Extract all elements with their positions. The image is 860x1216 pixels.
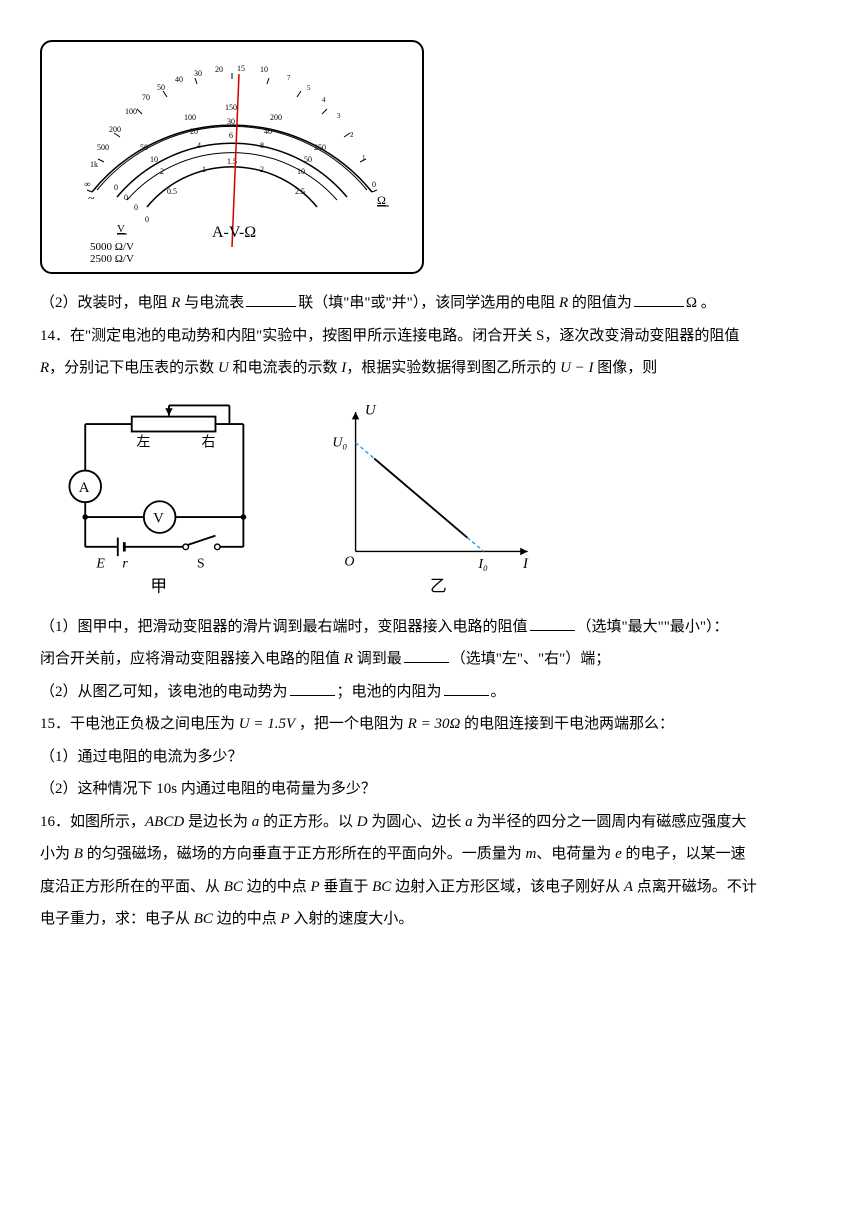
blank-emf (290, 680, 335, 696)
q14-intro: 14．在"测定电池的电动势和内阻"实验中，按图甲所示连接电路。闭合开关 S，逐次… (40, 322, 820, 351)
svg-text:40: 40 (175, 75, 183, 84)
svg-text:100: 100 (184, 113, 196, 122)
svg-text:250: 250 (314, 143, 326, 152)
q16-line2: 小为 B 的匀强磁场，磁场的方向垂直于正方形所在的平面向外。一质量为 m、电荷量… (40, 840, 820, 869)
q14-part2: （2）从图乙可知，该电池的电动势为；电池的内阻为。 (40, 678, 820, 707)
svg-text:8: 8 (260, 141, 264, 150)
svg-text:甲: 甲 (150, 576, 167, 595)
svg-text:∞: ∞ (84, 179, 90, 189)
svg-text:5000 Ω/V: 5000 Ω/V (90, 241, 134, 253)
q15-intro: 15．干电池正负极之间电压为 U = 1.5V ，把一个电阻为 R = 30Ω … (40, 710, 820, 739)
svg-text:5: 5 (307, 84, 311, 92)
svg-text:r: r (122, 556, 128, 571)
q14-part1: （1）图甲中，把滑动变阻器的滑片调到最右端时，变阻器接入电路的阻值（选填"最大"… (40, 613, 820, 642)
svg-text:1: 1 (202, 165, 206, 174)
svg-text:500: 500 (97, 143, 109, 152)
svg-text:7: 7 (287, 74, 291, 82)
svg-text:A: A (79, 479, 90, 495)
svg-text:I₀: I₀ (477, 557, 488, 572)
q14-intro-line2: R，分别记下电压表的示数 U 和电流表的示数 I，根据实验数据得到图乙所示的 U… (40, 354, 820, 383)
svg-text:15: 15 (237, 64, 245, 73)
multimeter-diagram: ∞ 1k 500 200 100 70 50 40 30 20 15 10 7 … (40, 40, 424, 274)
svg-text:3: 3 (337, 112, 341, 120)
svg-text:200: 200 (270, 113, 282, 122)
blank-max-min (530, 615, 575, 631)
svg-text:10: 10 (150, 155, 158, 164)
svg-text:4: 4 (322, 96, 326, 104)
svg-text:0: 0 (134, 203, 138, 212)
svg-text:6: 6 (229, 131, 233, 140)
svg-text:U₀: U₀ (332, 435, 347, 450)
svg-text:0: 0 (124, 193, 128, 202)
svg-text:70: 70 (142, 93, 150, 102)
svg-text:2: 2 (160, 167, 164, 176)
svg-text:~: ~ (88, 191, 95, 205)
svg-text:1: 1 (362, 154, 366, 162)
svg-text:30: 30 (227, 117, 235, 126)
svg-text:200: 200 (109, 125, 121, 134)
svg-text:1k: 1k (90, 160, 98, 169)
svg-text:2: 2 (350, 131, 354, 139)
svg-text:U: U (365, 402, 377, 418)
svg-text:左: 左 (136, 434, 150, 450)
svg-text:0.5: 0.5 (167, 187, 177, 196)
svg-text:V: V (153, 510, 164, 526)
svg-text:2500 Ω/V: 2500 Ω/V (90, 253, 134, 265)
q16-line3: 度沿正方形所在的平面、从 BC 边的中点 P 垂直于 BC 边射入正方形区域，该… (40, 873, 820, 902)
blank-resistance (634, 291, 684, 307)
q15-part1: （1）通过电阻的电流为多少？ (40, 743, 820, 772)
q13-part2: （2）改装时，电阻 R 与电流表联（填"串"或"并"），该同学选用的电阻 R 的… (40, 289, 820, 318)
svg-text:30: 30 (194, 69, 202, 78)
q15-part2: （2）这种情况下 10s 内通过电阻的电荷量为多少？ (40, 775, 820, 804)
svg-text:2.5: 2.5 (295, 187, 305, 196)
svg-text:100: 100 (125, 107, 137, 116)
q16-line4: 电子重力，求：电子从 BC 边的中点 P 入射的速度大小。 (40, 905, 820, 934)
svg-text:Ω: Ω (377, 193, 386, 207)
svg-text:10: 10 (260, 65, 268, 74)
svg-text:50: 50 (304, 155, 312, 164)
svg-text:E: E (95, 556, 105, 571)
svg-text:I: I (522, 556, 529, 572)
svg-text:乙: 乙 (430, 576, 447, 595)
svg-text:0: 0 (145, 215, 149, 224)
svg-text:4: 4 (197, 141, 201, 150)
svg-text:O: O (344, 554, 354, 569)
svg-text:S: S (197, 556, 205, 571)
svg-text:50: 50 (157, 83, 165, 92)
q14-diagrams: 左 右 A V E r S 甲 (40, 398, 820, 598)
svg-text:40: 40 (264, 127, 272, 136)
blank-left-right (404, 647, 449, 663)
svg-text:2: 2 (260, 165, 264, 174)
q14-part1-line2: 闭合开关前，应将滑动变阻器接入电路的阻值 R 调到最（选填"左"、"右"）端； (40, 645, 820, 674)
blank-connection (246, 291, 296, 307)
svg-text:20: 20 (215, 65, 223, 74)
svg-text:0: 0 (372, 180, 376, 189)
svg-text:50: 50 (140, 143, 148, 152)
svg-text:V: V (117, 223, 125, 235)
svg-text:150: 150 (225, 103, 237, 112)
q16-line1: 16．如图所示，ABCD 是边长为 a 的正方形。以 D 为圆心、边长 a 为半… (40, 808, 820, 837)
meter-center-label: A-V-Ω (212, 224, 256, 241)
svg-text:20: 20 (190, 127, 198, 136)
meter-svg: ∞ 1k 500 200 100 70 50 40 30 20 15 10 7 … (42, 42, 422, 272)
circuit-jia: 左 右 A V E r S 甲 (40, 398, 270, 598)
svg-text:10: 10 (297, 167, 305, 176)
svg-text:0: 0 (114, 183, 118, 192)
blank-internal-r (444, 680, 489, 696)
svg-text:右: 右 (202, 434, 216, 450)
graph-yi: U U₀ I I₀ O 乙 (310, 398, 550, 598)
